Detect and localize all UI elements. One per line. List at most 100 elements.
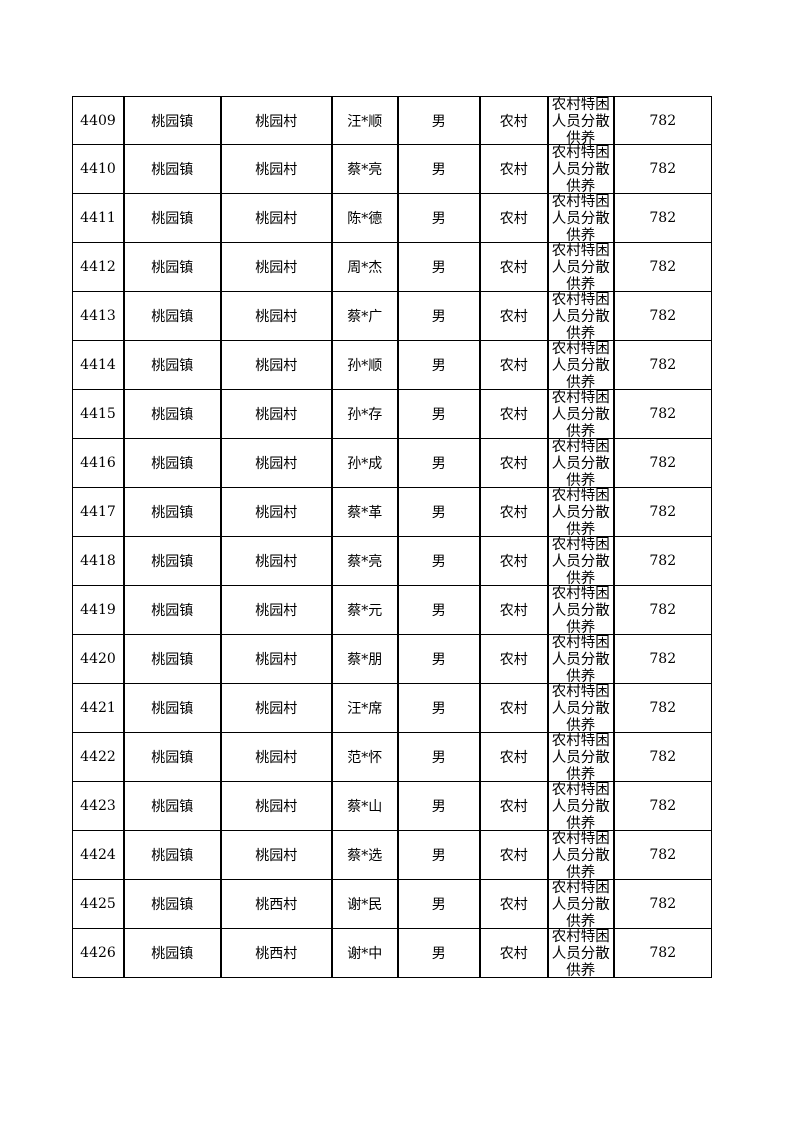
gender-cell: 男 xyxy=(397,780,480,831)
person-name: 孙*成 xyxy=(347,456,383,473)
amount-cell: 782 xyxy=(613,829,712,880)
support-type-cell: 农村特困人员分散供养 xyxy=(547,487,614,538)
amount-cell: 782 xyxy=(613,96,712,146)
town: 桃园镇 xyxy=(151,162,194,179)
person-name-cell: 谢*中 xyxy=(331,927,398,978)
amount-cell: 782 xyxy=(613,340,712,391)
gender: 男 xyxy=(431,749,446,766)
person-name-cell: 孙*顺 xyxy=(331,340,398,391)
row-number: 4413 xyxy=(80,308,116,325)
support-type: 农村特困人员分散供养 xyxy=(551,145,610,195)
amount: 782 xyxy=(649,357,677,374)
person-name-cell: 蔡*山 xyxy=(331,780,398,831)
town-cell: 桃园镇 xyxy=(123,389,221,440)
row-number: 4415 xyxy=(80,406,116,423)
support-type: 农村特困人员分散供养 xyxy=(551,634,610,684)
person-name-cell: 蔡*广 xyxy=(331,291,398,342)
person-name-cell: 蔡*朋 xyxy=(331,633,398,684)
village-cell: 桃园村 xyxy=(220,585,332,635)
support-type: 农村特困人员分散供养 xyxy=(551,292,610,342)
area-type-cell: 农村 xyxy=(479,389,548,440)
amount-cell: 782 xyxy=(613,780,712,831)
person-name-cell: 蔡*亮 xyxy=(331,536,398,586)
gender-cell: 男 xyxy=(397,340,480,391)
area-type: 农村 xyxy=(499,847,528,864)
person-name-cell: 蔡*亮 xyxy=(331,144,398,195)
village-cell: 桃园村 xyxy=(220,193,332,244)
area-type: 农村 xyxy=(499,602,528,619)
amount: 782 xyxy=(649,650,677,667)
village: 桃园村 xyxy=(255,211,298,228)
gender-cell: 男 xyxy=(397,389,480,440)
person-name: 陈*德 xyxy=(347,211,383,228)
village: 桃园村 xyxy=(255,407,298,424)
gender: 男 xyxy=(431,945,446,962)
gender: 男 xyxy=(431,896,446,913)
area-type-cell: 农村 xyxy=(479,585,548,635)
amount-cell: 782 xyxy=(613,193,712,244)
amount-cell: 782 xyxy=(613,389,712,440)
person-name-cell: 谢*民 xyxy=(331,878,398,929)
gender: 男 xyxy=(431,554,446,571)
person-name: 蔡*革 xyxy=(347,505,383,522)
area-type-cell: 农村 xyxy=(479,193,548,244)
person-name-cell: 范*怀 xyxy=(331,731,398,782)
support-type: 农村特困人员分散供养 xyxy=(551,537,610,586)
support-type-cell: 农村特困人员分散供养 xyxy=(547,927,614,978)
amount-cell: 782 xyxy=(613,242,712,293)
amount-cell: 782 xyxy=(613,878,712,929)
amount-cell: 782 xyxy=(613,438,712,489)
village: 桃园村 xyxy=(255,749,298,766)
person-name: 蔡*亮 xyxy=(347,162,383,179)
village-cell: 桃园村 xyxy=(220,144,332,195)
gender: 男 xyxy=(431,309,446,326)
town-cell: 桃园镇 xyxy=(123,144,221,195)
town-cell: 桃园镇 xyxy=(123,193,221,244)
town: 桃园镇 xyxy=(151,358,194,375)
town-cell: 桃园镇 xyxy=(123,927,221,978)
row-number: 4421 xyxy=(80,699,116,716)
support-type: 农村特困人员分散供养 xyxy=(551,586,610,635)
town: 桃园镇 xyxy=(151,113,194,130)
row-number: 4410 xyxy=(80,161,116,178)
support-type-cell: 农村特困人员分散供养 xyxy=(547,144,614,195)
gender: 男 xyxy=(431,456,446,473)
town-cell: 桃园镇 xyxy=(123,291,221,342)
person-name: 孙*存 xyxy=(347,407,383,424)
person-name: 蔡*亮 xyxy=(347,554,383,571)
support-type-cell: 农村特困人员分散供养 xyxy=(547,438,614,489)
gender-cell: 男 xyxy=(397,144,480,195)
village: 桃园村 xyxy=(255,162,298,179)
row-number-cell: 4413 xyxy=(72,291,124,342)
person-name: 谢*中 xyxy=(347,945,383,962)
person-name: 周*杰 xyxy=(347,260,383,277)
town-cell: 桃园镇 xyxy=(123,780,221,831)
support-type-cell: 农村特困人员分散供养 xyxy=(547,731,614,782)
area-type-cell: 农村 xyxy=(479,536,548,586)
row-number: 4424 xyxy=(80,846,116,863)
support-type: 农村特困人员分散供养 xyxy=(551,781,610,831)
town-cell: 桃园镇 xyxy=(123,682,221,733)
gender: 男 xyxy=(431,798,446,815)
amount: 782 xyxy=(649,161,677,178)
support-type-cell: 农村特困人员分散供养 xyxy=(547,242,614,293)
area-type-cell: 农村 xyxy=(479,682,548,733)
town-cell: 桃园镇 xyxy=(123,242,221,293)
support-type-cell: 农村特困人员分散供养 xyxy=(547,829,614,880)
amount: 782 xyxy=(649,112,677,129)
town-cell: 桃园镇 xyxy=(123,340,221,391)
village: 桃园村 xyxy=(255,847,298,864)
town-cell: 桃园镇 xyxy=(123,633,221,684)
area-type-cell: 农村 xyxy=(479,242,548,293)
area-type: 农村 xyxy=(499,260,528,277)
gender: 男 xyxy=(431,505,446,522)
amount: 782 xyxy=(649,944,677,961)
amount: 782 xyxy=(649,797,677,814)
support-type: 农村特困人员分散供养 xyxy=(551,928,610,978)
gender: 男 xyxy=(431,113,446,130)
support-type-cell: 农村特困人员分散供养 xyxy=(547,291,614,342)
area-type: 农村 xyxy=(499,700,528,717)
area-type: 农村 xyxy=(499,407,528,424)
support-type-cell: 农村特困人员分散供养 xyxy=(547,340,614,391)
village-cell: 桃园村 xyxy=(220,731,332,782)
